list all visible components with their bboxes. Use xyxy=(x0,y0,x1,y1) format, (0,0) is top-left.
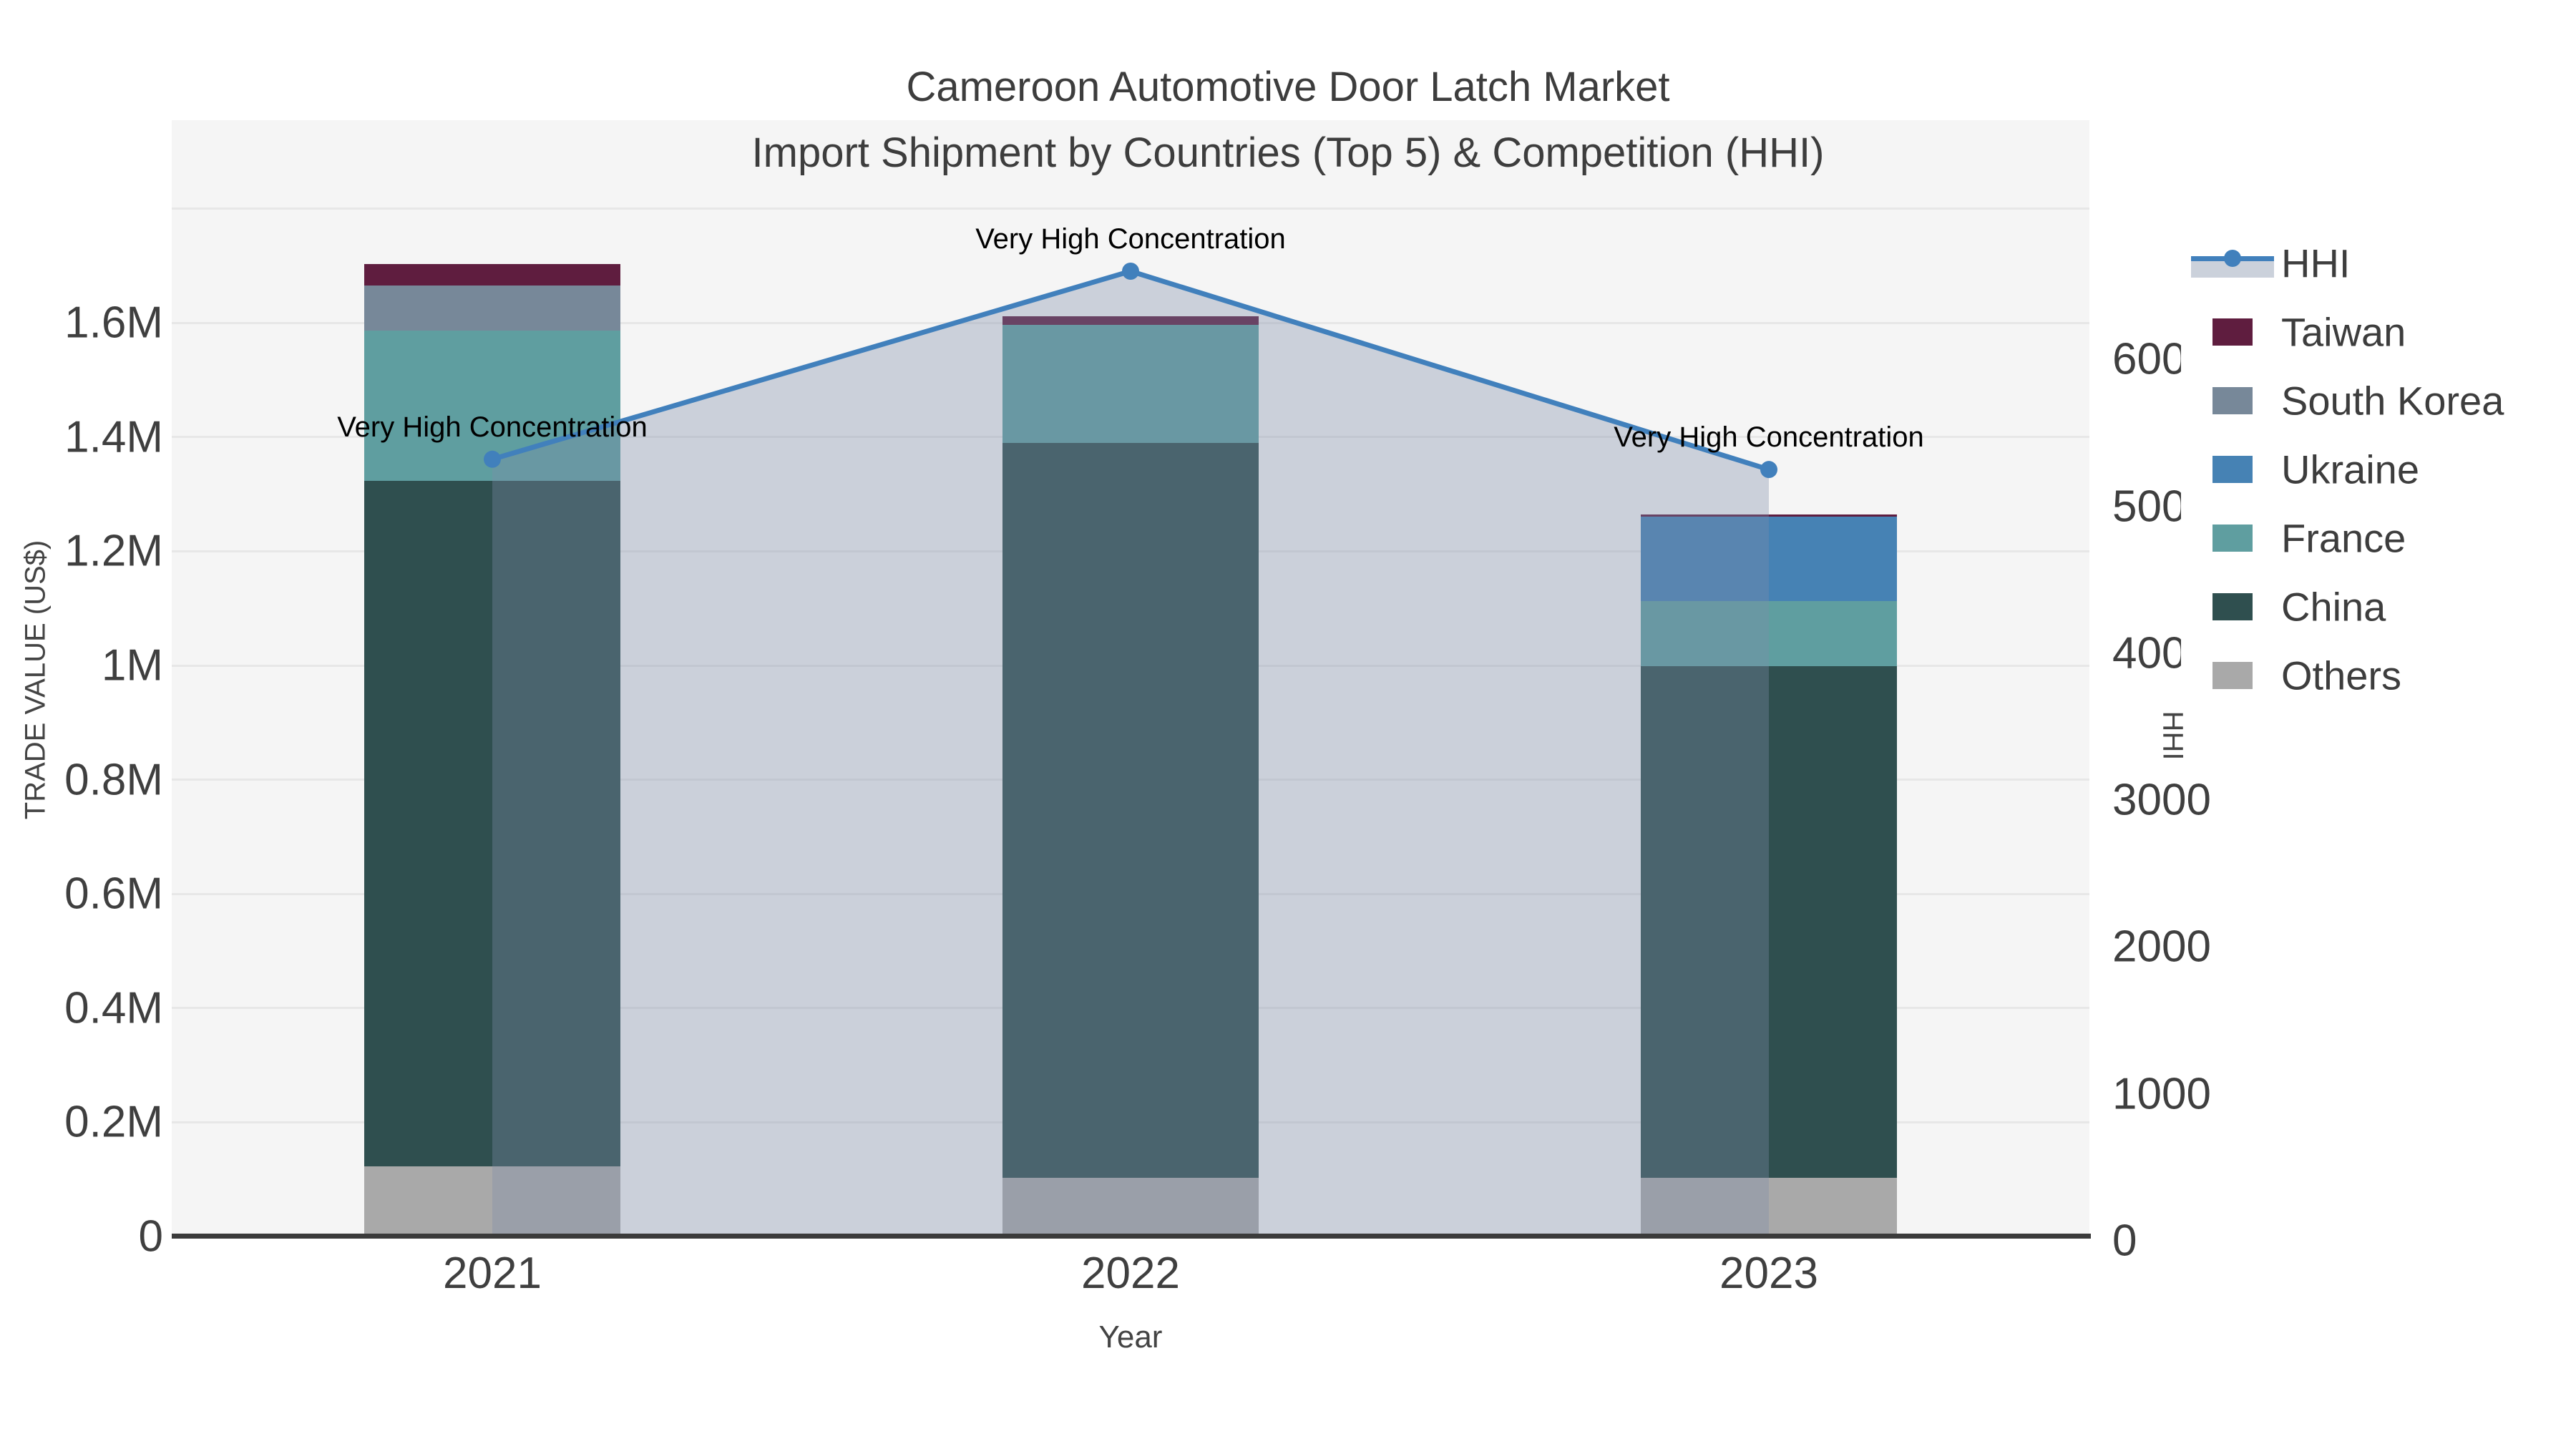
legend-item-others[interactable]: Others xyxy=(2181,641,2573,710)
chart-title-line1: Cameroon Automotive Door Latch Market xyxy=(906,64,1670,110)
legend-item-south-korea[interactable]: South Korea xyxy=(2181,366,2573,435)
y-left-tick-label: 0.4M xyxy=(64,983,163,1033)
y-left-tick-label: 0 xyxy=(138,1211,163,1262)
legend-swatch-france xyxy=(2212,525,2253,552)
legend-item-taiwan[interactable]: Taiwan xyxy=(2181,298,2573,366)
legend-swatch-others xyxy=(2212,662,2253,689)
bar-segment-south-korea xyxy=(364,286,620,331)
legend-item-hhi[interactable]: HHI xyxy=(2181,229,2573,298)
legend: HHI Taiwan South Korea Ukraine France China Ot… xyxy=(2181,223,2573,713)
y-left-tick-label: 1.2M xyxy=(64,526,163,576)
x-tick-label-2022: 2022 xyxy=(1081,1249,1180,1298)
legend-swatch-south-korea xyxy=(2212,387,2253,414)
bar-segment-others xyxy=(1641,1177,1897,1236)
y-left-tick-label: 1.4M xyxy=(64,412,163,462)
y-right-axis-title: HHI xyxy=(2157,711,2189,761)
y-left-tick-label: 0.8M xyxy=(64,755,163,805)
legend-hhi-line-symbol xyxy=(2191,249,2274,278)
bar-segment-others xyxy=(364,1166,620,1236)
annotation-2023: Very High Concentration xyxy=(1614,421,1924,454)
bar-segment-taiwan xyxy=(1641,514,1897,517)
legend-label: Others xyxy=(2281,653,2402,698)
bar-segment-france xyxy=(1641,600,1897,666)
bar-segment-others xyxy=(1002,1177,1259,1236)
annotation-2022: Very High Concentration xyxy=(975,223,1286,255)
bar-segment-china xyxy=(1002,442,1259,1178)
chart-title-line2: Import Shipment by Countries (Top 5) & C… xyxy=(751,130,1825,176)
bar-segment-france xyxy=(364,330,620,482)
bar-segment-france xyxy=(1002,325,1259,443)
legend-swatch-taiwan xyxy=(2212,318,2253,346)
legend-hhi-marker xyxy=(2224,250,2241,267)
legend-swatch-china xyxy=(2212,593,2253,620)
y-right-tick-label: 0 xyxy=(2112,1216,2137,1266)
bar-segment-taiwan xyxy=(1002,316,1259,326)
legend-label: China xyxy=(2281,584,2386,630)
legend-label: HHI xyxy=(2281,240,2351,286)
legend-swatch-ukraine xyxy=(2212,456,2253,483)
legend-label: South Korea xyxy=(2281,378,2504,424)
bar-segment-taiwan xyxy=(364,264,620,286)
legend-label: Taiwan xyxy=(2281,309,2406,355)
y-left-tick-label: 0.6M xyxy=(64,869,163,919)
y-left-axis-title: TRADE VALUE (US$) xyxy=(19,540,52,820)
legend-item-ukraine[interactable]: Ukraine xyxy=(2181,435,2573,504)
legend-item-france[interactable]: France xyxy=(2181,504,2573,572)
y-right-tick-label: 1000 xyxy=(2112,1069,2211,1119)
y-left-tick-label: 1.6M xyxy=(64,298,163,348)
y-left-tick-label: 1M xyxy=(101,640,163,691)
legend-item-china[interactable]: China xyxy=(2181,572,2573,641)
x-axis-line xyxy=(172,1234,2091,1239)
chart-title: Cameroon Automotive Door Latch Market Im… xyxy=(0,54,2576,186)
gridline xyxy=(172,208,2089,210)
y-right-tick-label: 2000 xyxy=(2112,922,2211,972)
legend-label: Ukraine xyxy=(2281,447,2419,492)
y-right-tick-label: 3000 xyxy=(2112,775,2211,825)
bar-segment-china xyxy=(364,481,620,1166)
y-left-tick-label: 0.2M xyxy=(64,1097,163,1147)
bar-segment-china xyxy=(1641,665,1897,1178)
annotation-2021: Very High Concentration xyxy=(337,411,648,443)
x-axis-title: Year xyxy=(1098,1319,1163,1355)
x-tick-label-2023: 2023 xyxy=(1719,1249,1818,1298)
x-tick-label-2021: 2021 xyxy=(443,1249,542,1298)
bar-segment-ukraine xyxy=(1641,516,1897,601)
legend-label: France xyxy=(2281,515,2406,561)
